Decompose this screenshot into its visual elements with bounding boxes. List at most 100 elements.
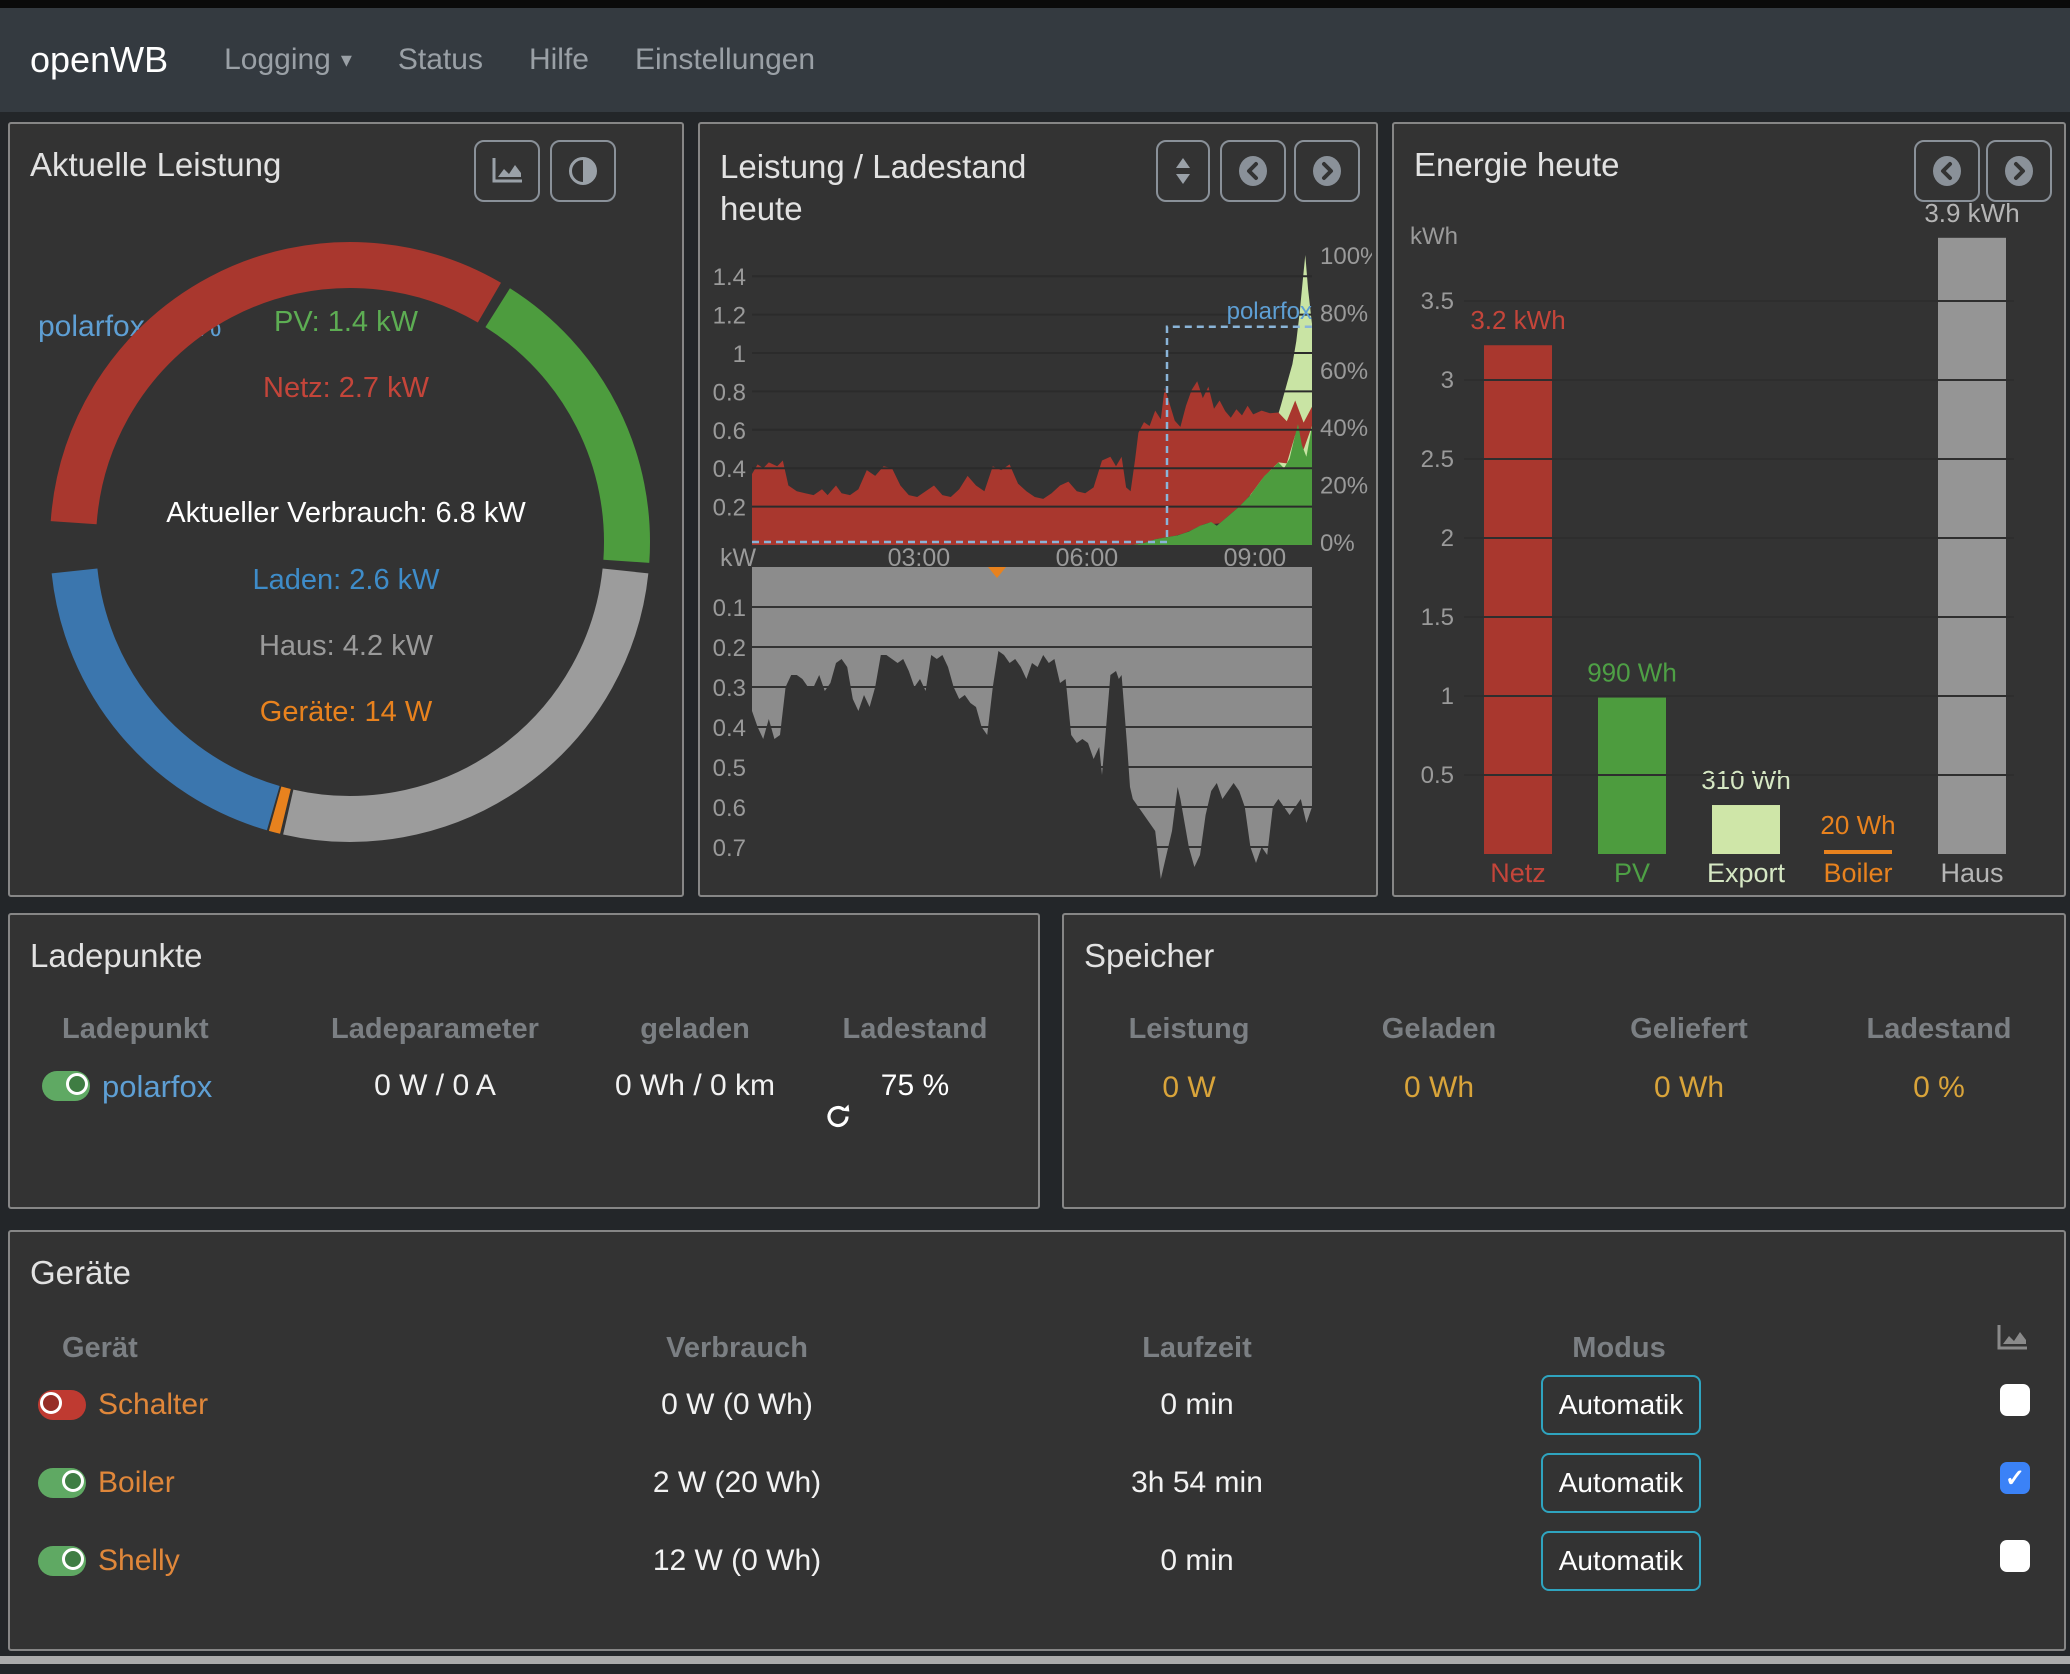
upper-unit-label: kW xyxy=(720,544,757,572)
energy-bar-chart: kWh 3.2 kWh Netz 990 Wh PV 310 Wh Export 20 Wh B… xyxy=(1410,198,2020,888)
bar-category-label: Haus xyxy=(1940,858,2003,888)
donut-label-3: Laden: 2.6 kW xyxy=(252,564,440,596)
caret-down-icon: ▾ xyxy=(340,47,352,72)
lower-axis-tick: 0.7 xyxy=(713,835,746,862)
device-checkbox[interactable]: ✓ xyxy=(2000,1462,2030,1494)
device-name[interactable]: Boiler xyxy=(98,1466,175,1499)
bar-category-label: Netz xyxy=(1490,858,1546,888)
nav-item-status[interactable]: Status xyxy=(397,43,483,76)
y-axis-tick: 3 xyxy=(1441,367,1454,394)
panel-title: Leistung / Ladestand heute xyxy=(720,146,1050,230)
sort-button[interactable] xyxy=(1156,140,1210,202)
table-row: Schalter 0 W (0 Wh) 0 min Automatik xyxy=(10,1375,2064,1444)
modus-button[interactable]: Automatik xyxy=(1541,1375,1701,1435)
donut-segment-pv xyxy=(485,288,650,563)
col-header-geliefert: Geliefert xyxy=(1630,1013,1748,1045)
panel-title: Ladepunkte xyxy=(30,937,203,974)
left-axis-tick: 1.2 xyxy=(713,303,746,330)
y-axis-tick: 2 xyxy=(1441,525,1454,552)
donut-segment-geraete xyxy=(268,786,291,834)
lower-axis-tick: 0.2 xyxy=(713,635,746,662)
device-toggle[interactable] xyxy=(38,1468,86,1498)
speicher-value-geladen: 0 Wh xyxy=(1403,1071,1475,1104)
ladepunkt-toggle[interactable] xyxy=(42,1071,90,1101)
device-verbrauch: 2 W (20 Wh) xyxy=(652,1466,822,1499)
nav-item-hilfe[interactable]: Hilfe xyxy=(528,43,589,76)
donut-label-4: Haus: 4.2 kW xyxy=(258,630,434,662)
lower-axis-tick: 0.1 xyxy=(713,595,746,622)
device-laufzeit: 3h 54 min xyxy=(1131,1466,1263,1499)
donut-segment-laden xyxy=(51,568,280,831)
speicher-value-geliefert: 0 Wh xyxy=(1653,1071,1725,1104)
soc-line-label: polarfox xyxy=(1227,298,1312,325)
app-brand[interactable]: openWB xyxy=(30,39,169,80)
col-header-ladepunkt: Ladepunkt xyxy=(62,1013,209,1045)
toggle-knob xyxy=(66,1073,88,1095)
bar-boiler xyxy=(1824,850,1892,854)
lower-axis-tick: 0.4 xyxy=(713,715,746,742)
panel-ladepunkte: Ladepunkte Ladepunkt Ladeparameter gelad… xyxy=(8,913,1040,1209)
prev-day-button[interactable] xyxy=(1914,140,1980,202)
table-row: polarfox 0 W / 0 A 0 Wh / 0 km 75 % xyxy=(10,1063,1038,1128)
device-verbrauch: 0 W (0 Wh) xyxy=(661,1388,813,1421)
next-day-button[interactable] xyxy=(1986,140,2052,202)
y-axis-tick: 1 xyxy=(1441,683,1454,710)
donut-label-0: PV: 1.4 kW xyxy=(274,306,418,338)
col-header-ladestand: Ladestand xyxy=(1866,1013,2012,1045)
left-axis-tick: 0.2 xyxy=(713,495,746,522)
prev-day-button[interactable] xyxy=(1220,140,1286,202)
device-name[interactable]: Shelly xyxy=(98,1544,180,1577)
nav-item-logging[interactable]: Logging xyxy=(224,43,331,76)
geraete-event-marker xyxy=(988,567,1006,578)
bar-category-label: PV xyxy=(1614,858,1650,888)
panel-title-line1: Leistung / Ladestand xyxy=(720,148,1027,185)
y-axis-unit: kWh xyxy=(1410,223,1458,250)
sort-arrows-icon xyxy=(1176,158,1190,184)
device-toggle[interactable] xyxy=(38,1390,86,1420)
bar-value-label: 3.2 kWh xyxy=(1470,305,1565,335)
y-axis-tick: 1.5 xyxy=(1421,604,1454,631)
panel-title-line2: heute xyxy=(720,190,803,227)
ladepunkt-name[interactable]: polarfox xyxy=(102,1069,213,1104)
left-axis-tick: 0.8 xyxy=(713,379,746,406)
next-day-button[interactable] xyxy=(1294,140,1360,202)
col-header-geraet: Gerät xyxy=(62,1332,138,1364)
donut-label-2: Aktueller Verbrauch: 6.8 kW xyxy=(166,497,526,529)
right-axis-tick: 40% xyxy=(1320,415,1368,442)
refresh-icon[interactable] xyxy=(825,1103,852,1130)
device-name[interactable]: Schalter xyxy=(98,1388,209,1421)
chevron-right-circle-icon xyxy=(2005,156,2033,186)
left-axis-tick: 0.6 xyxy=(713,418,746,445)
lower-axis-tick: 0.3 xyxy=(713,675,746,702)
left-axis-tick: 1.4 xyxy=(713,264,746,291)
chart-view-button[interactable] xyxy=(474,140,540,202)
contrast-toggle-button[interactable] xyxy=(550,140,616,202)
device-laufzeit: 0 min xyxy=(1160,1388,1234,1421)
right-axis-tick: 80% xyxy=(1320,300,1368,327)
device-laufzeit: 0 min xyxy=(1160,1544,1234,1577)
horizontal-scrollbar[interactable] xyxy=(0,1656,2070,1664)
y-axis-tick: 3.5 xyxy=(1421,288,1454,315)
panel-title: Geräte xyxy=(30,1254,131,1291)
bar-category-label: Export xyxy=(1707,858,1786,888)
speicher-value-leistung: 0 W xyxy=(1162,1071,1216,1104)
device-checkbox[interactable] xyxy=(2000,1384,2030,1416)
bar-value-label: 310 Wh xyxy=(1701,765,1791,795)
col-header-ladeparameter: Ladeparameter xyxy=(331,1013,539,1045)
chevron-left-circle-icon xyxy=(1239,156,1267,186)
modus-button[interactable]: Automatik xyxy=(1541,1453,1701,1513)
y-axis-tick: 0.5 xyxy=(1421,762,1454,789)
modus-button[interactable]: Automatik xyxy=(1541,1531,1701,1591)
device-toggle[interactable] xyxy=(38,1546,86,1576)
device-checkbox[interactable] xyxy=(2000,1540,2030,1572)
lower-axis-tick: 0.5 xyxy=(713,755,746,782)
table-row: Boiler 2 W (20 Wh) 3h 54 min Automatik ✓ xyxy=(10,1453,2064,1522)
chevron-left-circle-icon xyxy=(1933,156,1961,186)
soc-step-line xyxy=(752,325,1312,544)
bar-value-label: 990 Wh xyxy=(1587,658,1677,688)
toggle-knob xyxy=(40,1392,62,1414)
geladen-value: 0 Wh / 0 km xyxy=(614,1069,776,1102)
chart-column-icon[interactable] xyxy=(1995,1324,2029,1352)
adjust-half-circle-icon xyxy=(569,157,597,185)
nav-item-einstellungen[interactable]: Einstellungen xyxy=(634,43,816,76)
